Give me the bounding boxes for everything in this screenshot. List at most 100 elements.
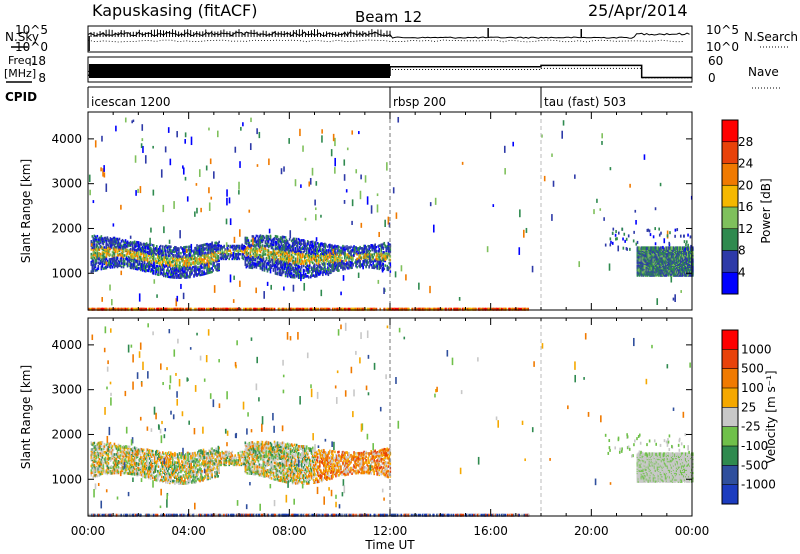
echo-cell: [130, 263, 133, 266]
echo-cell: [243, 255, 246, 258]
echo-cell: [147, 243, 150, 247]
echo-cell: [374, 249, 376, 252]
echo-cell: [168, 261, 170, 265]
echo-cell: [135, 259, 138, 263]
echo-cell: [236, 256, 239, 259]
echo-cell: [280, 252, 283, 256]
echo-cell: [486, 246, 489, 253]
echo-cell: [130, 252, 133, 256]
echo-cell: [184, 259, 186, 263]
echo-cell: [279, 236, 282, 239]
echo-cell: [95, 259, 98, 263]
echo-cell: [432, 224, 435, 233]
echo-cell: [285, 244, 288, 248]
echo-cell: [339, 256, 341, 259]
echo-cell: [251, 264, 254, 267]
echo-cell: [275, 241, 278, 244]
echo-cell: [310, 272, 313, 275]
echo-cell: [188, 256, 190, 259]
echo-cell: [258, 257, 261, 261]
echo-cell: [254, 236, 257, 240]
echo-cell: [210, 245, 212, 248]
echo-cell: [182, 269, 184, 272]
echo-cell: [161, 268, 164, 272]
echo-cell: [319, 273, 321, 276]
echo-cell: [324, 253, 326, 256]
echo-cell: [195, 261, 197, 265]
echo-cell: [298, 249, 301, 253]
echo-cell: [118, 242, 121, 245]
echo-cell: [389, 255, 392, 258]
echo-cell: [204, 248, 206, 251]
echo-cell: [239, 229, 241, 237]
echo-cell: [638, 268, 641, 273]
echo-cell: [174, 271, 176, 275]
echo-cell: [376, 193, 379, 197]
echo-cell: [365, 259, 367, 263]
echo-cell: [651, 267, 654, 272]
echo-cell: [149, 256, 152, 259]
echo-cell: [184, 270, 186, 273]
echo-cell: [143, 260, 146, 263]
echo-cell: [304, 242, 307, 246]
station-title: Kapuskasing (fitACF): [92, 1, 257, 20]
echo-cell: [180, 307, 183, 311]
echo-cell: [151, 268, 154, 271]
echo-cell: [140, 243, 143, 246]
echo-cell: [100, 258, 103, 262]
echo-cell: [128, 260, 131, 264]
echo-cell: [372, 260, 374, 264]
echo-cell: [205, 255, 207, 259]
echo-cell: [518, 307, 520, 311]
echo-cell: [313, 258, 316, 262]
echo-cell: [214, 253, 216, 256]
echo-cell: [260, 246, 263, 249]
echo-cell: [286, 262, 289, 265]
echo-cell: [356, 253, 358, 256]
echo-cell: [307, 251, 310, 255]
echo-cell: [93, 253, 96, 256]
echo-cell: [164, 272, 166, 276]
echo-cell: [662, 247, 665, 251]
echo-cell: [299, 240, 302, 243]
echo-cell: [173, 201, 175, 209]
echo-cell: [653, 246, 656, 250]
echo-cell: [121, 262, 124, 265]
echo-cell: [236, 252, 239, 256]
echo-cell: [370, 259, 372, 262]
echo-cell: [340, 263, 342, 267]
echo-cell: [186, 262, 188, 265]
echo-cell: [374, 265, 376, 269]
echo-cell: [169, 269, 171, 273]
echo-cell: [376, 267, 379, 270]
echo-cell: [92, 307, 95, 311]
echo-cell: [268, 244, 271, 248]
echo-cell: [268, 228, 271, 234]
echo-cell: [279, 268, 282, 272]
echo-cell: [350, 250, 352, 257]
echo-cell: [380, 251, 383, 255]
echo-cell: [99, 244, 102, 248]
echo-cell: [385, 251, 388, 255]
echo-cell: [318, 260, 320, 264]
echo-cell: [122, 254, 125, 257]
echo-cell: [297, 237, 300, 241]
echo-cell: [107, 238, 110, 242]
echo-cell: [375, 263, 378, 267]
echo-cell: [348, 255, 350, 258]
echo-cell: [193, 273, 195, 277]
echo-cell: [212, 244, 214, 248]
echo-cell: [140, 252, 143, 256]
echo-cell: [265, 234, 268, 238]
echo-cell: [500, 307, 503, 311]
echo-cell: [368, 255, 371, 263]
echo-cell: [376, 253, 379, 256]
echo-cell: [271, 260, 274, 264]
echo-cell: [126, 257, 129, 261]
echo-cell: [308, 244, 311, 248]
echo-cell: [99, 252, 102, 256]
echo-cell: [316, 269, 318, 272]
echo-cell: [271, 256, 274, 259]
echo-cell: [672, 246, 675, 250]
echo-cell: [364, 247, 366, 250]
